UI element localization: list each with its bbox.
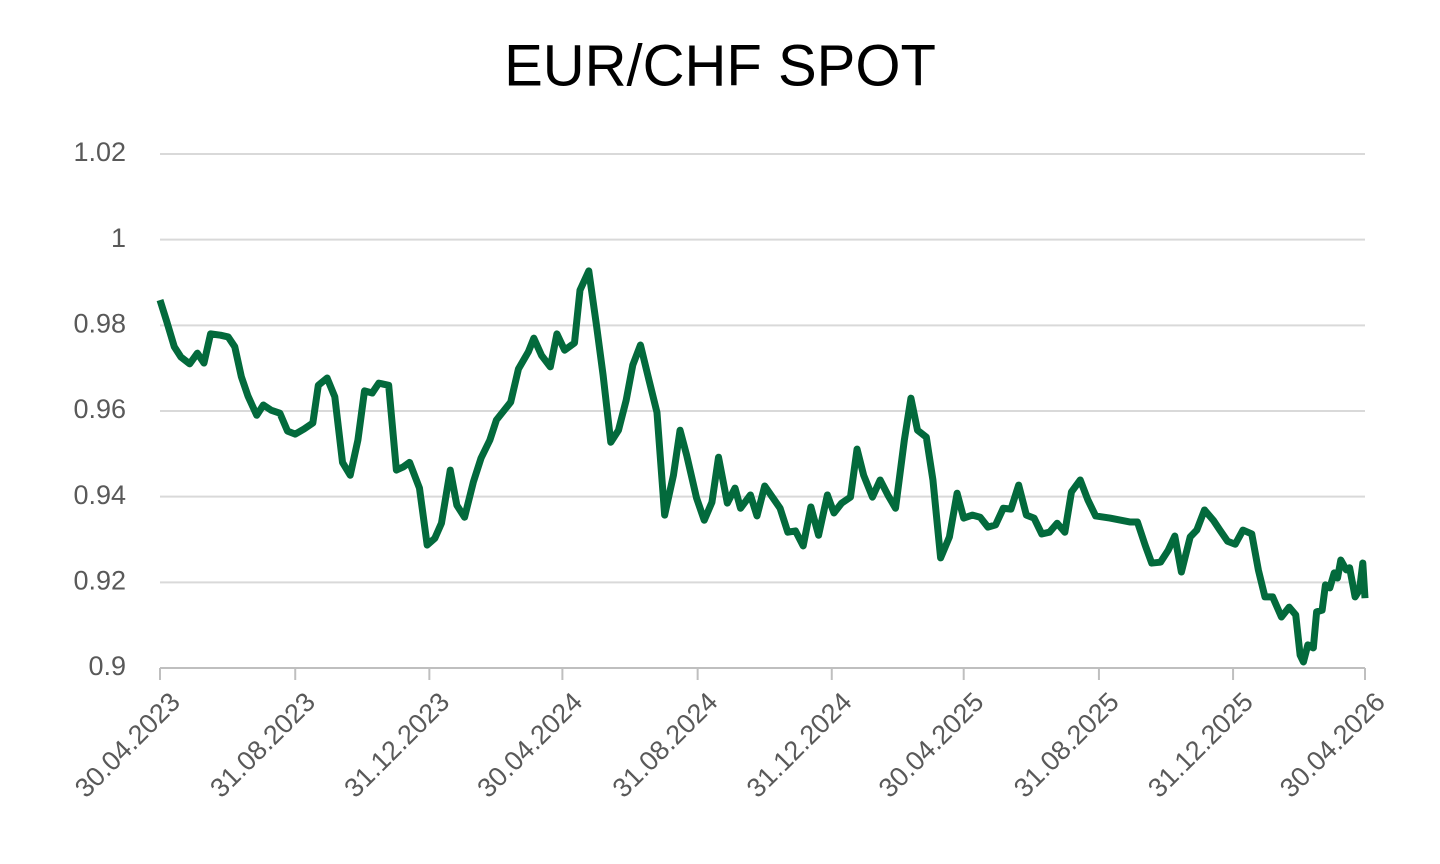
- x-tick-label: 31.12.2023: [338, 687, 455, 804]
- x-tick-label: 31.08.2024: [607, 687, 724, 804]
- x-tick-label: 31.12.2024: [741, 687, 858, 804]
- x-tick-label: 31.08.2023: [204, 687, 321, 804]
- y-tick-label: 0.96: [73, 394, 126, 424]
- y-tick-label: 1: [111, 223, 126, 253]
- y-tick-label: 0.9: [88, 651, 126, 681]
- x-tick-label: 31.12.2025: [1142, 687, 1259, 804]
- x-tick-label: 30.04.2026: [1274, 687, 1391, 804]
- y-tick-label: 0.94: [73, 480, 126, 510]
- y-tick-label: 1.02: [73, 137, 126, 167]
- x-tick-label: 30.04.2023: [69, 687, 186, 804]
- line-series: [156, 267, 1369, 666]
- x-tick-label: 31.08.2025: [1008, 687, 1125, 804]
- y-tick-label: 0.98: [73, 308, 126, 338]
- x-tick-label: 30.04.2025: [873, 687, 990, 804]
- chart-title: EUR/CHF SPOT: [504, 33, 936, 98]
- x-tick-label: 30.04.2024: [471, 687, 588, 804]
- y-tick-label: 0.92: [73, 565, 126, 595]
